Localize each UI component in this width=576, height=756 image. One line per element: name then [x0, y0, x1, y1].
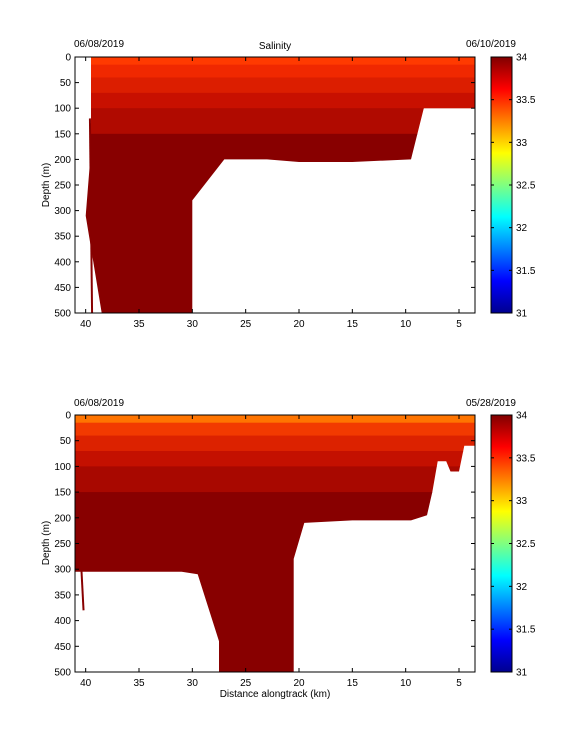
x-tick-label: 5 — [456, 678, 462, 689]
colorbar-tick-label: 34 — [516, 411, 528, 422]
date-left-label: 06/08/2019 — [74, 398, 124, 409]
salinity-band — [85, 64, 475, 78]
x-tick-label: 30 — [187, 678, 199, 689]
salinity-band — [85, 92, 475, 109]
y-tick-label: 50 — [60, 436, 72, 447]
y-tick-label: 200 — [54, 513, 71, 524]
y-tick-label: 50 — [60, 78, 72, 89]
data-spike — [88, 118, 94, 314]
date-right-label: 06/10/2019 — [466, 39, 516, 50]
chart-title: Salinity — [259, 41, 291, 52]
x-tick-label: 15 — [347, 678, 359, 689]
salinity-band — [75, 422, 475, 437]
section-plot: 40 35 30 25 20 15 10 50501001502002503003504004… — [54, 411, 476, 689]
salinity-band — [75, 466, 475, 493]
y-tick-label: 400 — [54, 257, 71, 268]
y-tick-label: 300 — [54, 206, 71, 217]
colorbar-tick-label: 31.5 — [516, 625, 536, 636]
colorbar-tick-label: 34 — [516, 53, 528, 64]
y-tick-label: 200 — [54, 155, 71, 166]
colorbar-tick-label: 33 — [516, 138, 528, 149]
date-left-label: 06/08/2019 — [74, 39, 124, 50]
date-right-label: 05/28/2019 — [466, 398, 516, 409]
y-tick-label: 500 — [54, 309, 71, 320]
y-tick-label: 450 — [54, 283, 71, 294]
y-tick-label: 0 — [65, 411, 71, 422]
salinity-band — [85, 108, 475, 135]
salinity-band — [85, 77, 475, 94]
y-tick-label: 100 — [54, 104, 71, 115]
x-tick-label: 20 — [293, 678, 305, 689]
colorbar-tick-label: 33 — [516, 496, 528, 507]
y-tick-label: 0 — [65, 53, 71, 64]
x-tick-label: 10 — [400, 319, 412, 330]
section-plot: 40 35 30 25 20 15 10 50501001502002503003504004… — [54, 53, 476, 330]
x-axis-label: Distance alongtrack (km) — [220, 689, 331, 700]
y-tick-label: 500 — [54, 668, 71, 679]
colorbar-tick-label: 32.5 — [516, 181, 536, 192]
x-tick-label: 25 — [240, 319, 252, 330]
colorbar-tick-label: 31 — [516, 668, 528, 679]
colorbar-tick-label: 31.5 — [516, 266, 536, 277]
x-tick-label: 10 — [400, 678, 412, 689]
colorbar-tick-label: 32 — [516, 223, 528, 234]
salinity-band — [75, 415, 475, 424]
colorbar: 34 33.5 33 32.5 32 31.5 31 — [490, 53, 536, 320]
y-tick-label: 300 — [54, 565, 71, 576]
x-tick-label: 35 — [133, 678, 145, 689]
salinity-panel-top: 06/08/2019 Salinity 06/10/2019 40 35 30 25 2… — [41, 39, 536, 330]
colorbar-gradient — [490, 414, 513, 673]
x-tick-label: 40 — [80, 319, 92, 330]
x-tick-label: 25 — [240, 678, 252, 689]
y-axis-label: Depth (m) — [41, 521, 52, 565]
y-tick-label: 150 — [54, 488, 71, 499]
colorbar-tick-label: 32 — [516, 582, 528, 593]
colorbar-tick-label: 31 — [516, 309, 528, 320]
x-tick-label: 5 — [456, 319, 462, 330]
y-axis-label: Depth (m) — [41, 163, 52, 207]
x-tick-label: 20 — [293, 319, 305, 330]
x-tick-label: 15 — [347, 319, 359, 330]
y-tick-label: 100 — [54, 462, 71, 473]
x-tick-label: 40 — [80, 678, 92, 689]
colorbar-tick-label: 33.5 — [516, 95, 536, 106]
salinity-band — [85, 57, 475, 66]
y-tick-label: 350 — [54, 590, 71, 601]
colorbar: 34 33.5 33 32.5 32 31.5 31 — [490, 411, 536, 679]
x-tick-label: 30 — [187, 319, 199, 330]
data-spike — [80, 569, 85, 611]
salinity-band — [75, 450, 475, 467]
y-tick-label: 350 — [54, 232, 71, 243]
salinity-band — [75, 435, 475, 452]
y-tick-label: 450 — [54, 642, 71, 653]
y-tick-label: 250 — [54, 181, 71, 192]
x-tick-label: 35 — [133, 319, 145, 330]
y-tick-label: 250 — [54, 539, 71, 550]
colorbar-gradient — [490, 56, 513, 314]
salinity-panel-bottom: 06/08/2019 05/28/2019 40 35 30 25 20 15 10 5050… — [41, 398, 536, 700]
y-tick-label: 400 — [54, 616, 71, 627]
y-tick-label: 150 — [54, 129, 71, 140]
colorbar-tick-label: 33.5 — [516, 453, 536, 464]
colorbar-tick-label: 32.5 — [516, 539, 536, 550]
